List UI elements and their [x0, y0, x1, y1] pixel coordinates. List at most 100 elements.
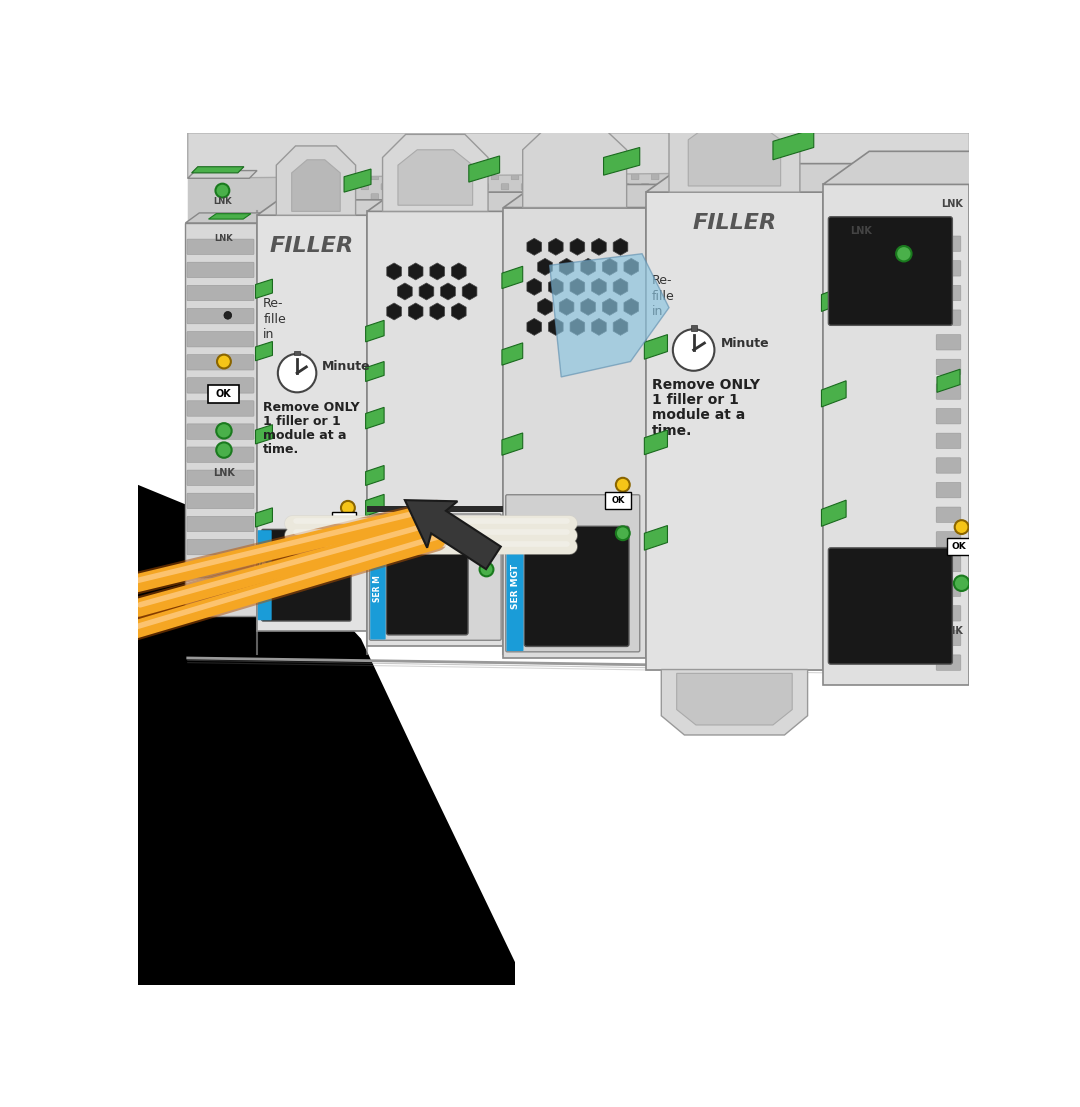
FancyBboxPatch shape: [701, 324, 710, 330]
Text: SER MGT: SER MGT: [511, 563, 519, 609]
FancyBboxPatch shape: [752, 293, 759, 300]
FancyBboxPatch shape: [701, 283, 710, 290]
FancyBboxPatch shape: [936, 384, 961, 400]
FancyBboxPatch shape: [361, 303, 368, 310]
FancyBboxPatch shape: [792, 293, 799, 300]
FancyBboxPatch shape: [761, 204, 769, 210]
Polygon shape: [366, 495, 384, 516]
FancyBboxPatch shape: [811, 194, 819, 200]
FancyBboxPatch shape: [832, 174, 839, 179]
FancyBboxPatch shape: [731, 234, 739, 240]
FancyBboxPatch shape: [811, 254, 819, 260]
FancyBboxPatch shape: [511, 293, 518, 300]
FancyBboxPatch shape: [872, 273, 879, 280]
FancyBboxPatch shape: [632, 154, 639, 159]
FancyBboxPatch shape: [712, 214, 719, 220]
FancyBboxPatch shape: [936, 433, 961, 448]
FancyBboxPatch shape: [441, 283, 449, 290]
FancyBboxPatch shape: [912, 293, 919, 300]
FancyBboxPatch shape: [936, 310, 961, 325]
FancyBboxPatch shape: [391, 194, 399, 200]
FancyBboxPatch shape: [822, 144, 829, 149]
FancyBboxPatch shape: [591, 194, 599, 200]
FancyBboxPatch shape: [522, 324, 529, 330]
FancyBboxPatch shape: [741, 204, 750, 210]
FancyBboxPatch shape: [511, 273, 518, 280]
FancyBboxPatch shape: [651, 293, 659, 300]
FancyBboxPatch shape: [721, 144, 729, 149]
FancyBboxPatch shape: [501, 204, 509, 210]
FancyBboxPatch shape: [681, 324, 689, 330]
Polygon shape: [257, 200, 389, 215]
FancyBboxPatch shape: [801, 324, 809, 330]
FancyBboxPatch shape: [501, 164, 509, 169]
FancyBboxPatch shape: [951, 154, 959, 159]
FancyBboxPatch shape: [832, 154, 839, 159]
FancyBboxPatch shape: [551, 273, 558, 280]
Polygon shape: [256, 425, 272, 444]
FancyBboxPatch shape: [761, 324, 769, 330]
FancyBboxPatch shape: [912, 174, 919, 179]
FancyBboxPatch shape: [741, 164, 750, 169]
FancyBboxPatch shape: [261, 529, 351, 621]
FancyBboxPatch shape: [651, 254, 659, 260]
Text: LNK: LNK: [942, 198, 963, 209]
FancyBboxPatch shape: [621, 144, 629, 149]
FancyBboxPatch shape: [361, 204, 368, 210]
FancyBboxPatch shape: [591, 174, 599, 179]
Text: SER M: SER M: [374, 576, 382, 602]
FancyBboxPatch shape: [451, 174, 459, 179]
FancyBboxPatch shape: [841, 283, 849, 290]
Polygon shape: [382, 134, 488, 211]
FancyBboxPatch shape: [851, 194, 860, 200]
FancyBboxPatch shape: [691, 234, 699, 240]
FancyBboxPatch shape: [441, 263, 449, 270]
Text: time.: time.: [264, 443, 299, 456]
FancyBboxPatch shape: [691, 313, 699, 320]
FancyBboxPatch shape: [891, 273, 900, 280]
FancyBboxPatch shape: [551, 214, 558, 220]
FancyBboxPatch shape: [511, 174, 518, 179]
FancyBboxPatch shape: [421, 303, 429, 310]
Circle shape: [955, 520, 969, 534]
FancyBboxPatch shape: [891, 174, 900, 179]
FancyBboxPatch shape: [782, 263, 789, 270]
Polygon shape: [645, 334, 667, 359]
FancyBboxPatch shape: [811, 154, 819, 159]
FancyBboxPatch shape: [801, 164, 809, 169]
FancyBboxPatch shape: [902, 224, 909, 230]
FancyBboxPatch shape: [832, 273, 839, 280]
FancyBboxPatch shape: [522, 184, 529, 189]
FancyBboxPatch shape: [832, 214, 839, 220]
FancyBboxPatch shape: [602, 144, 609, 149]
FancyBboxPatch shape: [187, 401, 254, 416]
FancyBboxPatch shape: [672, 214, 679, 220]
FancyBboxPatch shape: [782, 303, 789, 310]
FancyBboxPatch shape: [511, 214, 518, 220]
FancyBboxPatch shape: [491, 174, 499, 179]
FancyBboxPatch shape: [372, 174, 379, 179]
FancyBboxPatch shape: [401, 204, 408, 210]
FancyBboxPatch shape: [401, 244, 408, 250]
FancyBboxPatch shape: [541, 224, 549, 230]
Polygon shape: [276, 146, 355, 215]
FancyBboxPatch shape: [591, 273, 599, 280]
Polygon shape: [773, 130, 813, 159]
FancyBboxPatch shape: [752, 214, 759, 220]
FancyBboxPatch shape: [792, 154, 799, 159]
FancyBboxPatch shape: [881, 224, 889, 230]
FancyBboxPatch shape: [611, 234, 619, 240]
FancyBboxPatch shape: [411, 293, 419, 300]
FancyBboxPatch shape: [841, 144, 849, 149]
FancyBboxPatch shape: [881, 164, 889, 169]
Circle shape: [216, 443, 231, 458]
Polygon shape: [822, 286, 846, 311]
FancyBboxPatch shape: [771, 293, 779, 300]
FancyBboxPatch shape: [372, 313, 379, 320]
Text: LNK: LNK: [213, 197, 232, 206]
FancyBboxPatch shape: [828, 548, 953, 664]
FancyBboxPatch shape: [782, 283, 789, 290]
FancyBboxPatch shape: [828, 217, 953, 325]
FancyBboxPatch shape: [872, 214, 879, 220]
FancyBboxPatch shape: [602, 224, 609, 230]
